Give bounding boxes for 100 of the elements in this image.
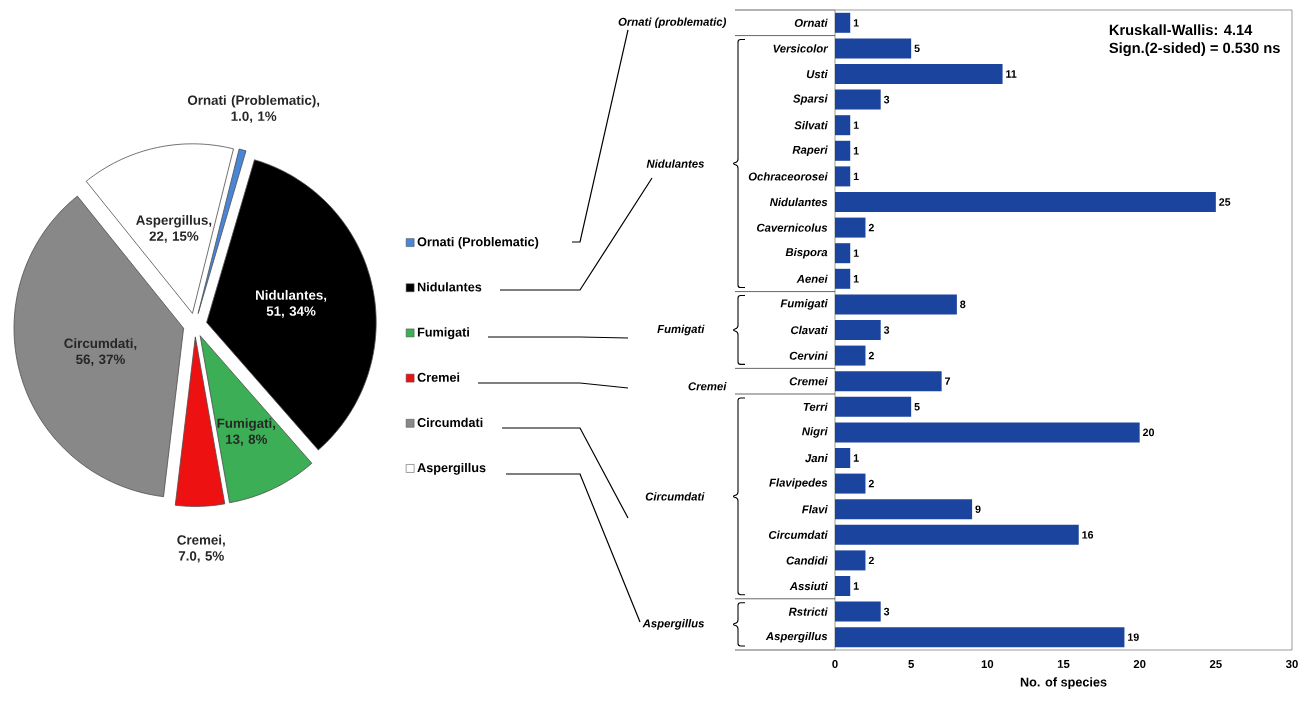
data-label: Fumigati, 13, 8% [217, 418, 276, 446]
data-label: 25 [1219, 198, 1231, 206]
text: Fumigati [657, 324, 705, 336]
data-label: 1 [853, 121, 859, 129]
bar [835, 63, 1003, 84]
data-label: 16 [1082, 531, 1094, 539]
x-tick-label: 20 [1133, 660, 1146, 669]
annotation: Sign.(2-sided) = 0.530 ns [1109, 42, 1280, 57]
y-tick-label: Candidi [786, 556, 828, 565]
x-tick-label: 10 [981, 660, 994, 669]
data-label: 2 [868, 556, 874, 565]
y-tick-label: Fumigati [780, 299, 828, 310]
data-label: 9 [975, 505, 981, 513]
bar [835, 217, 866, 238]
data-label: 1 [853, 172, 859, 181]
data-label: 1 [853, 454, 859, 462]
data-label: 3 [883, 607, 890, 616]
bar [835, 140, 851, 161]
data-label: Cremei, 7.0, 5% [177, 534, 225, 563]
bar [835, 550, 866, 571]
bar [835, 89, 881, 110]
x-tick-label: 15 [1057, 660, 1070, 668]
y-tick-label: Usti [806, 69, 828, 79]
bar [835, 115, 851, 136]
data-label: 2 [868, 223, 874, 232]
data-label: Ornati (Problematic), 1.0, 1% [187, 95, 320, 123]
y-tick-label: Cremei [789, 377, 828, 386]
bar [835, 294, 957, 315]
legend-label: Ornati (Problematic) [417, 236, 539, 249]
bar [835, 473, 866, 494]
text: Aspergillus [642, 619, 705, 630]
x-axis-title: No. of species [1020, 677, 1107, 690]
y-tick-label: Assiuti [789, 581, 828, 591]
data-label: 1 [853, 249, 859, 257]
y-tick-label: Aspergillus [765, 631, 828, 643]
data-label: 5 [914, 403, 920, 411]
y-tick-label: Ornati [794, 18, 828, 27]
bar [835, 601, 881, 622]
bar [835, 499, 973, 520]
data-label: 20 [1142, 428, 1155, 437]
y-tick-label: Circumdati [768, 530, 828, 539]
data-label: Aspergillus, 22, 15% [136, 215, 212, 243]
y-tick-label: Rstricti [788, 607, 828, 616]
legend-label: Nidulantes [417, 282, 482, 292]
data-label: 19 [1128, 633, 1139, 641]
x-tick-label: 5 [908, 660, 914, 668]
y-tick-label: Raperi [792, 145, 828, 157]
y-tick-label: Cavernicolus [756, 223, 828, 232]
data-label: 1 [853, 19, 859, 27]
bar [835, 524, 1079, 545]
y-tick-label: Cervini [789, 351, 828, 360]
bar [835, 396, 912, 417]
bar [835, 447, 851, 468]
data-label: 1 [853, 147, 859, 155]
bar [835, 192, 1216, 212]
bar [835, 627, 1125, 648]
x-tick-label: 30 [1285, 660, 1298, 669]
legend-label: Fumigati [417, 327, 469, 340]
bar [835, 319, 881, 340]
y-tick-label: Silvati [794, 121, 828, 130]
bar [835, 12, 851, 33]
bar [835, 268, 851, 289]
data-label: 7 [945, 377, 951, 385]
bar [835, 243, 851, 264]
bar [835, 575, 851, 596]
bar [835, 38, 912, 59]
data-label: 11 [1006, 70, 1017, 78]
bar [835, 422, 1140, 443]
y-tick-label: Flavipedes [769, 478, 828, 489]
bar [835, 166, 851, 187]
data-label: 1 [853, 275, 859, 283]
text: Ornati (problematic) [618, 17, 727, 29]
y-tick-label: Sparsi [793, 94, 828, 105]
text: Circumdati [645, 492, 705, 501]
legend-label: Circumdati [417, 417, 483, 428]
data-label: Nidulantes, 51, 34% [256, 290, 327, 318]
y-tick-label: Nidulantes [769, 197, 828, 207]
y-tick-label: Versicolor [773, 44, 829, 53]
bar [835, 371, 942, 392]
y-tick-label: Aenei [796, 274, 828, 283]
data-label: 1 [853, 582, 859, 590]
data-label: 3 [883, 95, 890, 104]
legend-label: Cremei [417, 372, 460, 382]
data-label: 2 [868, 351, 874, 360]
data-label: 5 [914, 44, 920, 53]
data-label: 8 [960, 300, 966, 309]
y-tick-label: Jani [805, 453, 828, 463]
y-tick-label: Bispora [785, 247, 828, 259]
data-label: 2 [868, 479, 874, 488]
x-tick-label: 25 [1209, 660, 1222, 669]
y-tick-label: Flavi [802, 505, 828, 514]
data-label: 3 [883, 326, 890, 334]
x-tick-label: 0 [832, 660, 838, 669]
data-label: Circumdati, 56, 37% [64, 338, 137, 366]
text: Nidulantes [646, 159, 705, 168]
y-tick-label: Ochraceorosei [748, 172, 828, 181]
text: Cremei [688, 382, 727, 391]
y-tick-label: Terri [803, 402, 828, 411]
y-tick-label: Nigri [802, 427, 828, 438]
bar [835, 345, 866, 366]
